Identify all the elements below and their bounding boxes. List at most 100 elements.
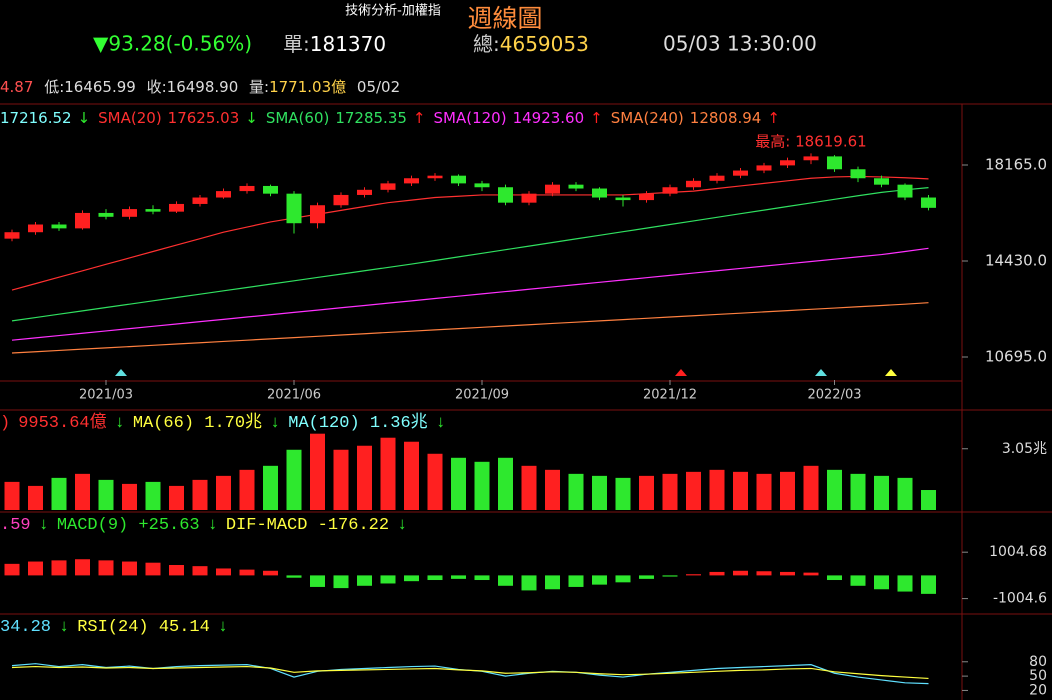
candle-body — [756, 165, 772, 171]
candle-body — [568, 184, 584, 189]
legend-item: MA(120) 1.36兆 — [288, 412, 427, 433]
bar — [263, 570, 278, 576]
bar — [380, 575, 396, 584]
candle-body — [545, 184, 560, 194]
bar — [51, 477, 67, 510]
y-tick-label: 14430.0 — [985, 252, 1047, 270]
legend-item: 34.28 — [0, 618, 51, 637]
bar — [122, 561, 137, 576]
bar — [216, 475, 231, 510]
bar — [827, 469, 842, 510]
bar — [498, 457, 513, 510]
bar — [28, 561, 43, 576]
bar — [145, 481, 161, 510]
bar — [98, 560, 114, 576]
candle-body — [733, 170, 748, 176]
candle-body — [827, 156, 842, 170]
legend-item: MACD(9) +25.63 — [57, 516, 200, 535]
datetime: 05/03 13:30:00 — [663, 32, 817, 56]
close-label: 收: — [147, 78, 167, 96]
legend-item: ↓ — [78, 109, 91, 127]
candle-body — [98, 212, 114, 217]
candle-body — [498, 187, 513, 203]
bar — [521, 575, 537, 591]
legend: ) 9953.64億 ↓ MA(66) 1.70兆 ↓ MA(120) 1.36兆 ↓ — [0, 412, 446, 433]
bar — [380, 437, 396, 510]
bar — [192, 566, 208, 576]
candle-body — [239, 185, 255, 192]
signal-marker — [885, 369, 897, 376]
legend-item: ↓ — [115, 414, 125, 433]
low-label: 低: — [44, 78, 64, 96]
amount: 1771.03億 — [269, 78, 346, 96]
candle-body — [451, 175, 466, 184]
legend-item: ↓ — [208, 516, 218, 535]
y-tick-label: -1004.6 — [993, 591, 1047, 607]
bar — [51, 560, 67, 576]
signal-marker — [815, 369, 827, 376]
bar — [874, 475, 889, 510]
bar — [357, 575, 372, 586]
bar — [615, 575, 631, 583]
bar — [192, 479, 208, 510]
bar — [263, 465, 278, 510]
candle-body — [662, 187, 678, 194]
candle-body — [263, 185, 278, 194]
y-tick-label: 80 — [1029, 654, 1047, 670]
bar — [897, 575, 913, 592]
legend-item: 9953.64億 — [18, 412, 106, 433]
bar — [98, 479, 114, 510]
candle-body — [521, 193, 537, 203]
bar — [803, 572, 819, 576]
change: ▼93.28(-0.56%) — [93, 32, 252, 56]
bar — [451, 457, 466, 510]
bar — [239, 469, 255, 510]
bar — [4, 481, 20, 510]
bar — [427, 575, 443, 581]
legend-item: ↓ — [397, 516, 407, 535]
bar — [404, 441, 419, 510]
bar — [28, 485, 43, 510]
legend-item: ↑ — [413, 109, 426, 127]
bar — [122, 483, 137, 510]
bar — [451, 575, 466, 579]
bar — [498, 575, 513, 586]
bar — [615, 477, 631, 510]
legend-item: MA(66) 1.70兆 — [133, 412, 262, 433]
candle-body — [404, 178, 419, 184]
bar — [709, 571, 725, 576]
legend-item: ↓ — [39, 516, 49, 535]
legend-item: .59 — [0, 516, 31, 535]
candle-body — [51, 224, 67, 229]
legend-item: SMA(240) — [611, 109, 684, 127]
candle-body — [380, 183, 396, 190]
bar — [686, 574, 701, 576]
y-tick-label: 3.05兆 — [1002, 441, 1047, 457]
bar — [756, 473, 772, 510]
bar — [568, 575, 584, 587]
bar — [639, 575, 654, 579]
bar — [850, 473, 866, 510]
candle-body — [803, 156, 819, 161]
legend-item: ↓ — [270, 414, 280, 433]
legend-item: ↓ — [59, 618, 69, 637]
ma-line — [11, 302, 929, 354]
bar — [733, 471, 748, 510]
candle-body — [639, 193, 654, 201]
legend-item: ↓ — [245, 109, 258, 127]
candle-body — [686, 180, 701, 188]
legend-item: RSI(24) 45.14 — [77, 618, 210, 637]
bar — [521, 465, 537, 510]
bar — [827, 575, 842, 581]
legend-item: ↓ — [436, 414, 446, 433]
candle-body — [333, 194, 349, 206]
legend-item: SMA(60) — [266, 109, 330, 127]
y-tick-label: 20 — [1029, 682, 1047, 698]
legend: 17216.52 ↓ SMA(20) 17625.03 ↓ SMA(60) 17285.35… — [0, 109, 780, 127]
x-tick-label: 2021/03 — [79, 388, 133, 403]
candle-body — [921, 197, 936, 208]
bar — [756, 571, 772, 576]
bar — [686, 471, 701, 510]
high-partial: 4.87 — [0, 78, 33, 96]
bar — [404, 575, 419, 582]
